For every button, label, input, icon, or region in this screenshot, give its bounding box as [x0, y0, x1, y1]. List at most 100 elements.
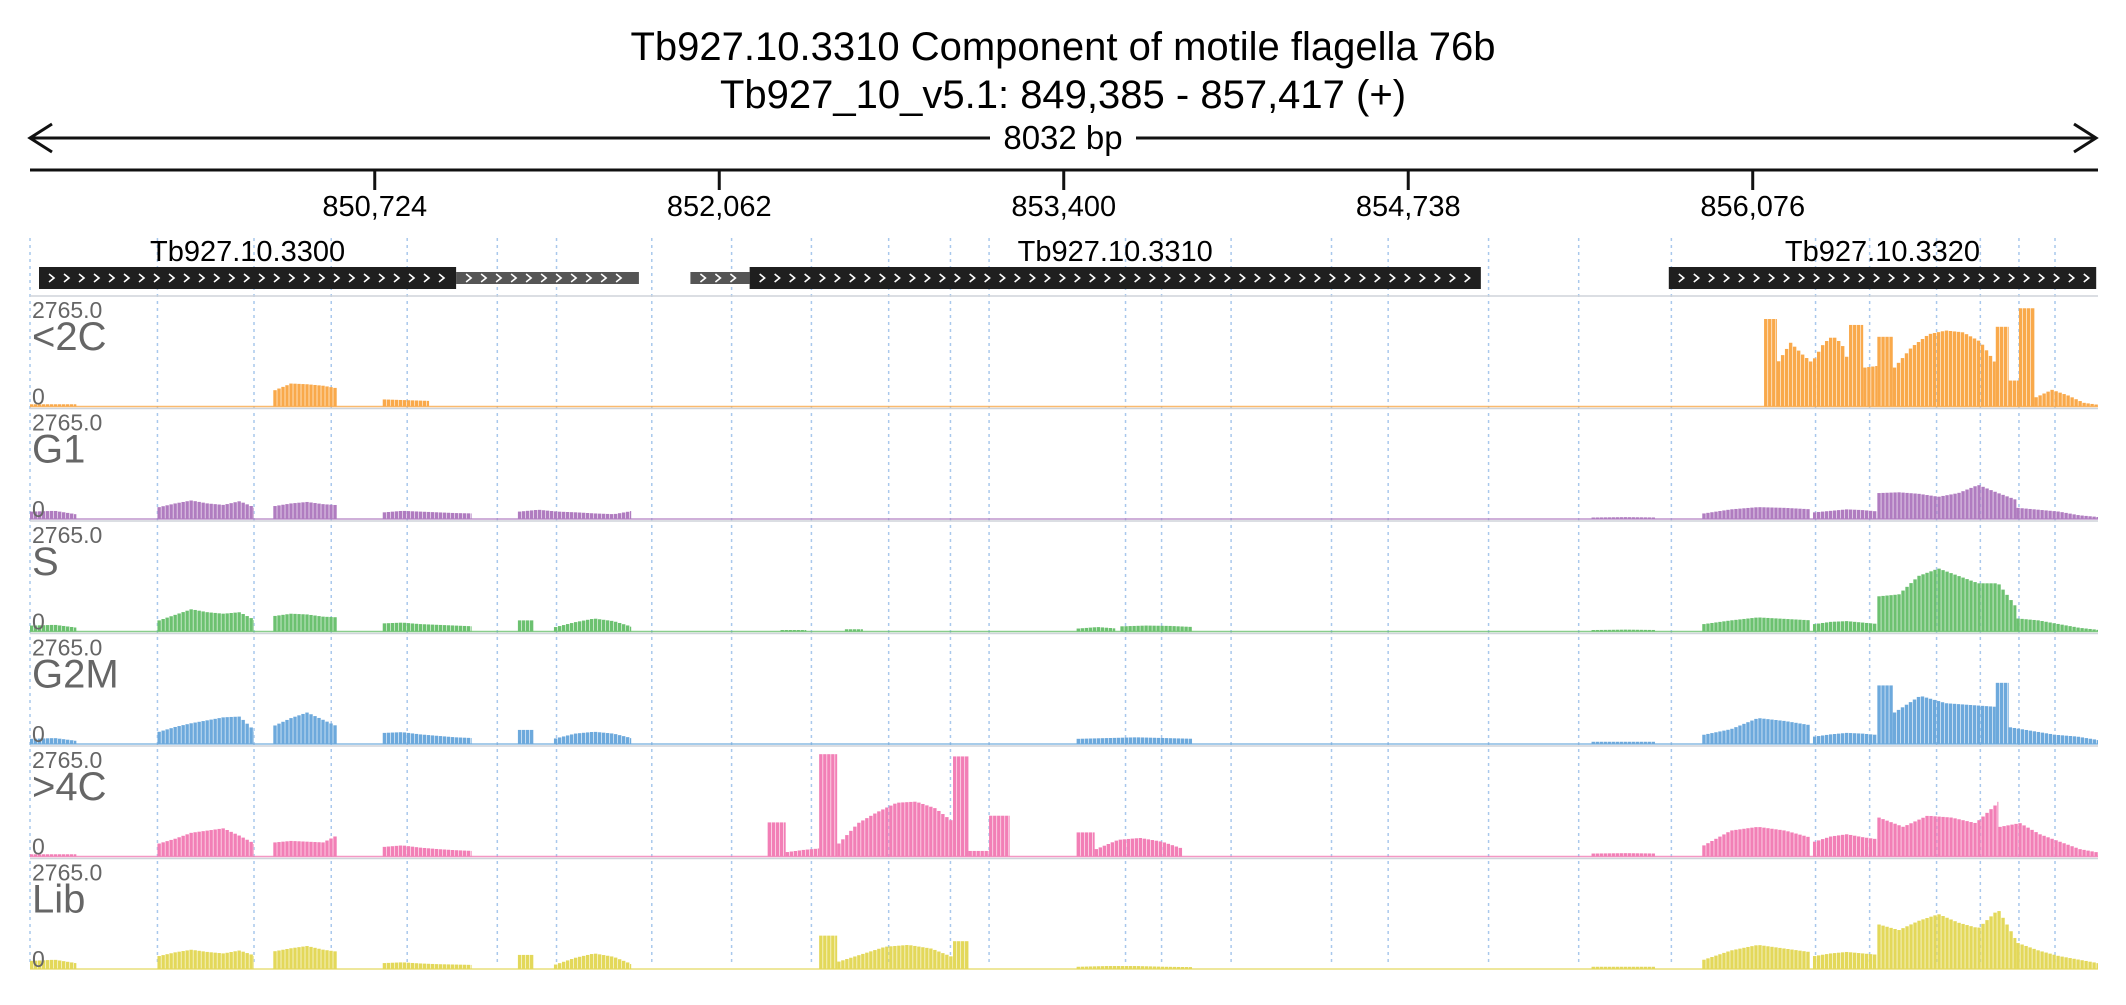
strand-chevron-icon	[1783, 273, 1791, 283]
coverage-bar	[917, 946, 921, 969]
coverage-bar	[325, 950, 329, 969]
coverage-bar	[2076, 627, 2080, 632]
coverage-bar	[2046, 837, 2050, 857]
coverage-bar	[1623, 853, 1627, 857]
coverage-bar	[2068, 736, 2073, 744]
coverage-bar	[285, 841, 289, 857]
coverage-bar	[313, 384, 317, 407]
coverage-bar	[2026, 827, 2030, 857]
coverage-bar	[1804, 358, 1809, 407]
coverage-bar	[2074, 399, 2078, 407]
coverage-bar	[321, 616, 325, 632]
strand-chevron-icon	[1449, 273, 1456, 283]
coverage-bar	[573, 622, 578, 632]
coverage-bar	[1824, 341, 1829, 407]
coverage-bar	[2068, 513, 2072, 519]
coverage-bar	[1647, 629, 1651, 632]
coverage-bar	[1714, 955, 1718, 969]
coverage-bar	[1738, 725, 1742, 744]
coverage-bar	[1104, 738, 1109, 744]
coverage-bar	[382, 963, 387, 969]
coverage-bar	[1844, 509, 1849, 519]
coverage-bar	[2022, 308, 2027, 407]
coverage-bar	[1786, 508, 1790, 519]
strand-chevron-icon	[1059, 273, 1066, 283]
strand-chevron-icon	[1284, 273, 1291, 283]
coverage-bar	[1945, 571, 1949, 632]
coverage-bar	[213, 504, 217, 519]
coverage-bar	[281, 721, 285, 744]
coverage-bar	[333, 725, 337, 744]
coverage-bar	[245, 504, 249, 519]
coverage-bar	[953, 941, 957, 969]
coverage-bar	[1897, 492, 1901, 519]
coverage-bar	[988, 850, 990, 857]
coverage-bar	[2052, 623, 2056, 632]
coverage-bar	[593, 513, 598, 519]
coverage-bar	[1120, 626, 1124, 632]
coverage-bar	[233, 951, 237, 969]
coverage-bar	[1710, 956, 1714, 969]
coverage-bar	[466, 964, 471, 969]
coverage-bar	[1603, 741, 1607, 744]
coverage-bar	[2088, 516, 2092, 519]
strand-chevron-icon	[1089, 273, 1096, 283]
coverage-bar	[1742, 947, 1746, 969]
strand-chevron-icon	[2023, 273, 2031, 283]
coverage-bar	[980, 850, 984, 857]
coverage-bar	[1164, 738, 1169, 744]
strand-chevron-icon	[759, 273, 766, 283]
coverage-bar	[1933, 816, 1937, 857]
coverage-bar	[1937, 496, 1941, 519]
coverage-bar	[1840, 621, 1845, 632]
coverage-bar	[1917, 493, 1921, 519]
coverage-bar	[2020, 508, 2024, 519]
coverage-bar	[601, 955, 606, 969]
coverage-bar	[1806, 836, 1810, 857]
coverage-bar	[1960, 704, 1965, 744]
coverage-bar	[1816, 623, 1821, 632]
coverage-bar	[1635, 853, 1639, 857]
coverage-bar	[1864, 733, 1869, 744]
coverage-bar	[937, 951, 941, 969]
coverage-bar	[418, 624, 423, 632]
coverage-bar	[1901, 492, 1905, 519]
gene-Tb927.10.3320: Tb927.10.3320	[1668, 236, 2097, 289]
coverage-bar	[1905, 926, 1909, 969]
coverage-bar	[42, 854, 46, 857]
coverage-bar	[2092, 516, 2096, 519]
coverage-bar	[309, 384, 313, 407]
coverage-bar	[309, 841, 313, 857]
coverage-bar	[1856, 509, 1861, 519]
track-zero-label: 0	[32, 609, 45, 635]
coverage-bar	[426, 735, 431, 744]
coverage-bar	[865, 818, 869, 857]
coverage-bar	[2012, 727, 2017, 744]
coverage-bar	[458, 850, 463, 857]
coverage-bar	[561, 961, 566, 969]
strand-chevron-icon	[1464, 273, 1471, 283]
coverage-bar	[860, 629, 863, 632]
coverage-bar	[213, 718, 217, 744]
coverage-bar	[62, 961, 66, 969]
coverage-bar	[277, 388, 281, 407]
coverage-bar	[50, 854, 54, 857]
coverage-bar	[1885, 685, 1889, 744]
coverage-bar	[2001, 589, 2005, 632]
coverage-bar	[398, 845, 403, 857]
coverage-bar	[804, 630, 807, 632]
coverage-bar	[573, 512, 578, 519]
coverage-bar	[1848, 733, 1853, 744]
coverage-bar	[1631, 629, 1635, 632]
coverage-bar	[2016, 728, 2021, 744]
coverage-bar	[253, 731, 254, 744]
coverage-bar	[945, 954, 949, 969]
coverage-bar	[1714, 511, 1718, 519]
coverage-bar	[2064, 625, 2068, 632]
strand-chevron-icon	[1404, 273, 1411, 283]
coverage-bar	[1812, 956, 1817, 969]
coverage-bar	[1798, 950, 1802, 969]
coverage-bar	[813, 848, 818, 857]
coverage-bar	[1832, 953, 1837, 969]
coverage-bar	[2016, 507, 2020, 519]
